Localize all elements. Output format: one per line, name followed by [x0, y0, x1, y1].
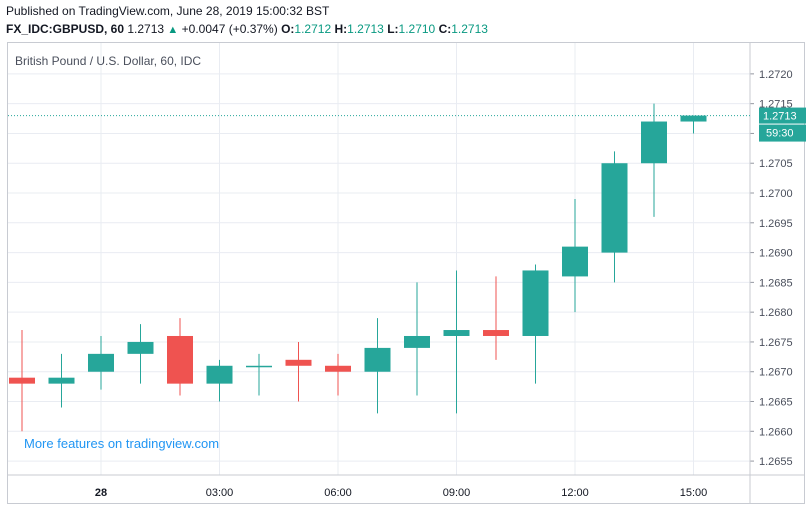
chart-grid: [8, 43, 750, 475]
close-value: 1.2713: [451, 22, 488, 36]
up-arrow-icon: ▲: [167, 24, 179, 36]
pane-title: British Pound / U.S. Dollar, 60, IDC: [15, 54, 202, 68]
price-axis: 1.2655 1.2660 1.2665 1.2670 1.2675 1.2680 1.26…: [749, 43, 793, 503]
open-value: 1.2712: [294, 22, 332, 36]
candle-body: [285, 359, 312, 366]
countdown-badge: [759, 124, 806, 142]
x-tick-label: 03:00: [206, 487, 234, 499]
high-label: H:: [334, 22, 348, 36]
y-tick-label: 1.2690: [759, 248, 793, 260]
candles: [9, 103, 707, 432]
y-tick-label: 1.2670: [759, 367, 793, 379]
candle-body: [404, 335, 430, 348]
candle-body: [48, 377, 75, 384]
candle-body: [641, 121, 667, 164]
price-change: +0.0047 (+0.37%): [181, 22, 278, 36]
y-tick-label: 1.2665: [759, 397, 793, 409]
candle-body: [680, 115, 707, 122]
last-price-label: 1.2713: [763, 111, 797, 123]
y-tick-label: 1.2700: [759, 188, 793, 200]
low-value: 1.2710: [398, 22, 436, 36]
candle-body: [167, 335, 193, 384]
candle-body: [246, 365, 272, 368]
time-axis: 28 03:00 06:00 09:00 12:00 15:00: [8, 474, 805, 499]
x-tick-label: 28: [95, 487, 107, 499]
x-tick-label: 09:00: [443, 487, 471, 499]
y-tick-label: 1.2675: [759, 337, 793, 349]
close-label: C:: [438, 22, 452, 36]
candle-body: [483, 330, 509, 336]
price-overlay: 1.2713 59:30: [8, 107, 806, 142]
countdown-label: 59:30: [766, 128, 794, 140]
symbol-name: FX_IDC:GBPUSD, 60: [6, 22, 125, 36]
candle-body: [522, 270, 549, 336]
low-label: L:: [387, 22, 399, 36]
candle-body: [88, 353, 114, 372]
x-tick-label: 15:00: [680, 487, 708, 499]
x-tick-label: 06:00: [324, 487, 352, 499]
candle-body: [443, 330, 470, 336]
y-tick-label: 1.2685: [759, 277, 793, 289]
candle-body: [206, 365, 233, 384]
chart-frame: [7, 42, 805, 504]
y-tick-label: 1.2680: [759, 307, 793, 319]
symbol-legend: FX_IDC:GBPUSD, 60 1.2713 ▲ +0.0047 (+0.3…: [6, 22, 488, 36]
open-label: O:: [281, 22, 295, 36]
y-tick-label: 1.2655: [759, 456, 793, 468]
candle-body: [325, 365, 351, 372]
last-price-badge: [759, 107, 806, 124]
x-tick-label: 12:00: [561, 487, 589, 499]
y-tick-label: 1.2720: [759, 69, 793, 81]
candle-body: [562, 246, 588, 277]
candle-body: [364, 347, 391, 372]
candle-body: [9, 377, 35, 384]
y-tick-label: 1.2705: [759, 158, 793, 170]
y-tick-label: 1.2660: [759, 426, 793, 438]
candle-body: [601, 163, 628, 253]
candle-body: [127, 341, 154, 354]
y-tick-label: 1.2695: [759, 218, 793, 230]
high-value: 1.2713: [347, 22, 384, 36]
published-info: Published on TradingView.com, June 28, 2…: [6, 4, 330, 18]
last-price: 1.2713: [127, 22, 165, 36]
tradingview-link[interactable]: More features on tradingview.com: [24, 436, 220, 451]
